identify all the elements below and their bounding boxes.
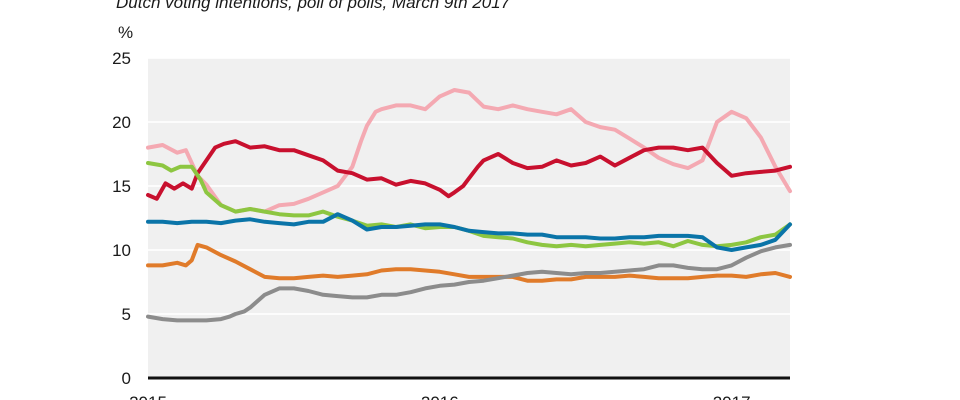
chart-title: Dutch voting intentions, poll of polls, … <box>116 0 511 12</box>
y-tick-label: 10 <box>112 241 131 260</box>
plot-area <box>148 58 790 378</box>
y-tick-label: 15 <box>112 177 131 196</box>
series-line-6 <box>146 242 792 323</box>
series-line-5 <box>146 242 792 283</box>
y-tick-label: 25 <box>112 49 131 68</box>
y-axis-unit: % <box>118 23 133 42</box>
series-line-2 <box>146 139 792 201</box>
x-tick-label: 2016 <box>421 393 459 400</box>
x-tick-label: 2015 <box>129 393 167 400</box>
series-layer <box>146 88 792 323</box>
x-tick-label: 2017 <box>713 393 751 400</box>
y-tick-labels: 0 5 10 15 20 25 <box>112 49 131 388</box>
y-tick-label: 5 <box>122 305 131 324</box>
y-tick-label: 20 <box>112 113 131 132</box>
x-tick-labels: 2015 2016 2017 <box>129 393 750 400</box>
series-line-4 <box>146 212 792 252</box>
gridlines <box>148 57 790 315</box>
y-tick-label: 0 <box>122 369 131 388</box>
